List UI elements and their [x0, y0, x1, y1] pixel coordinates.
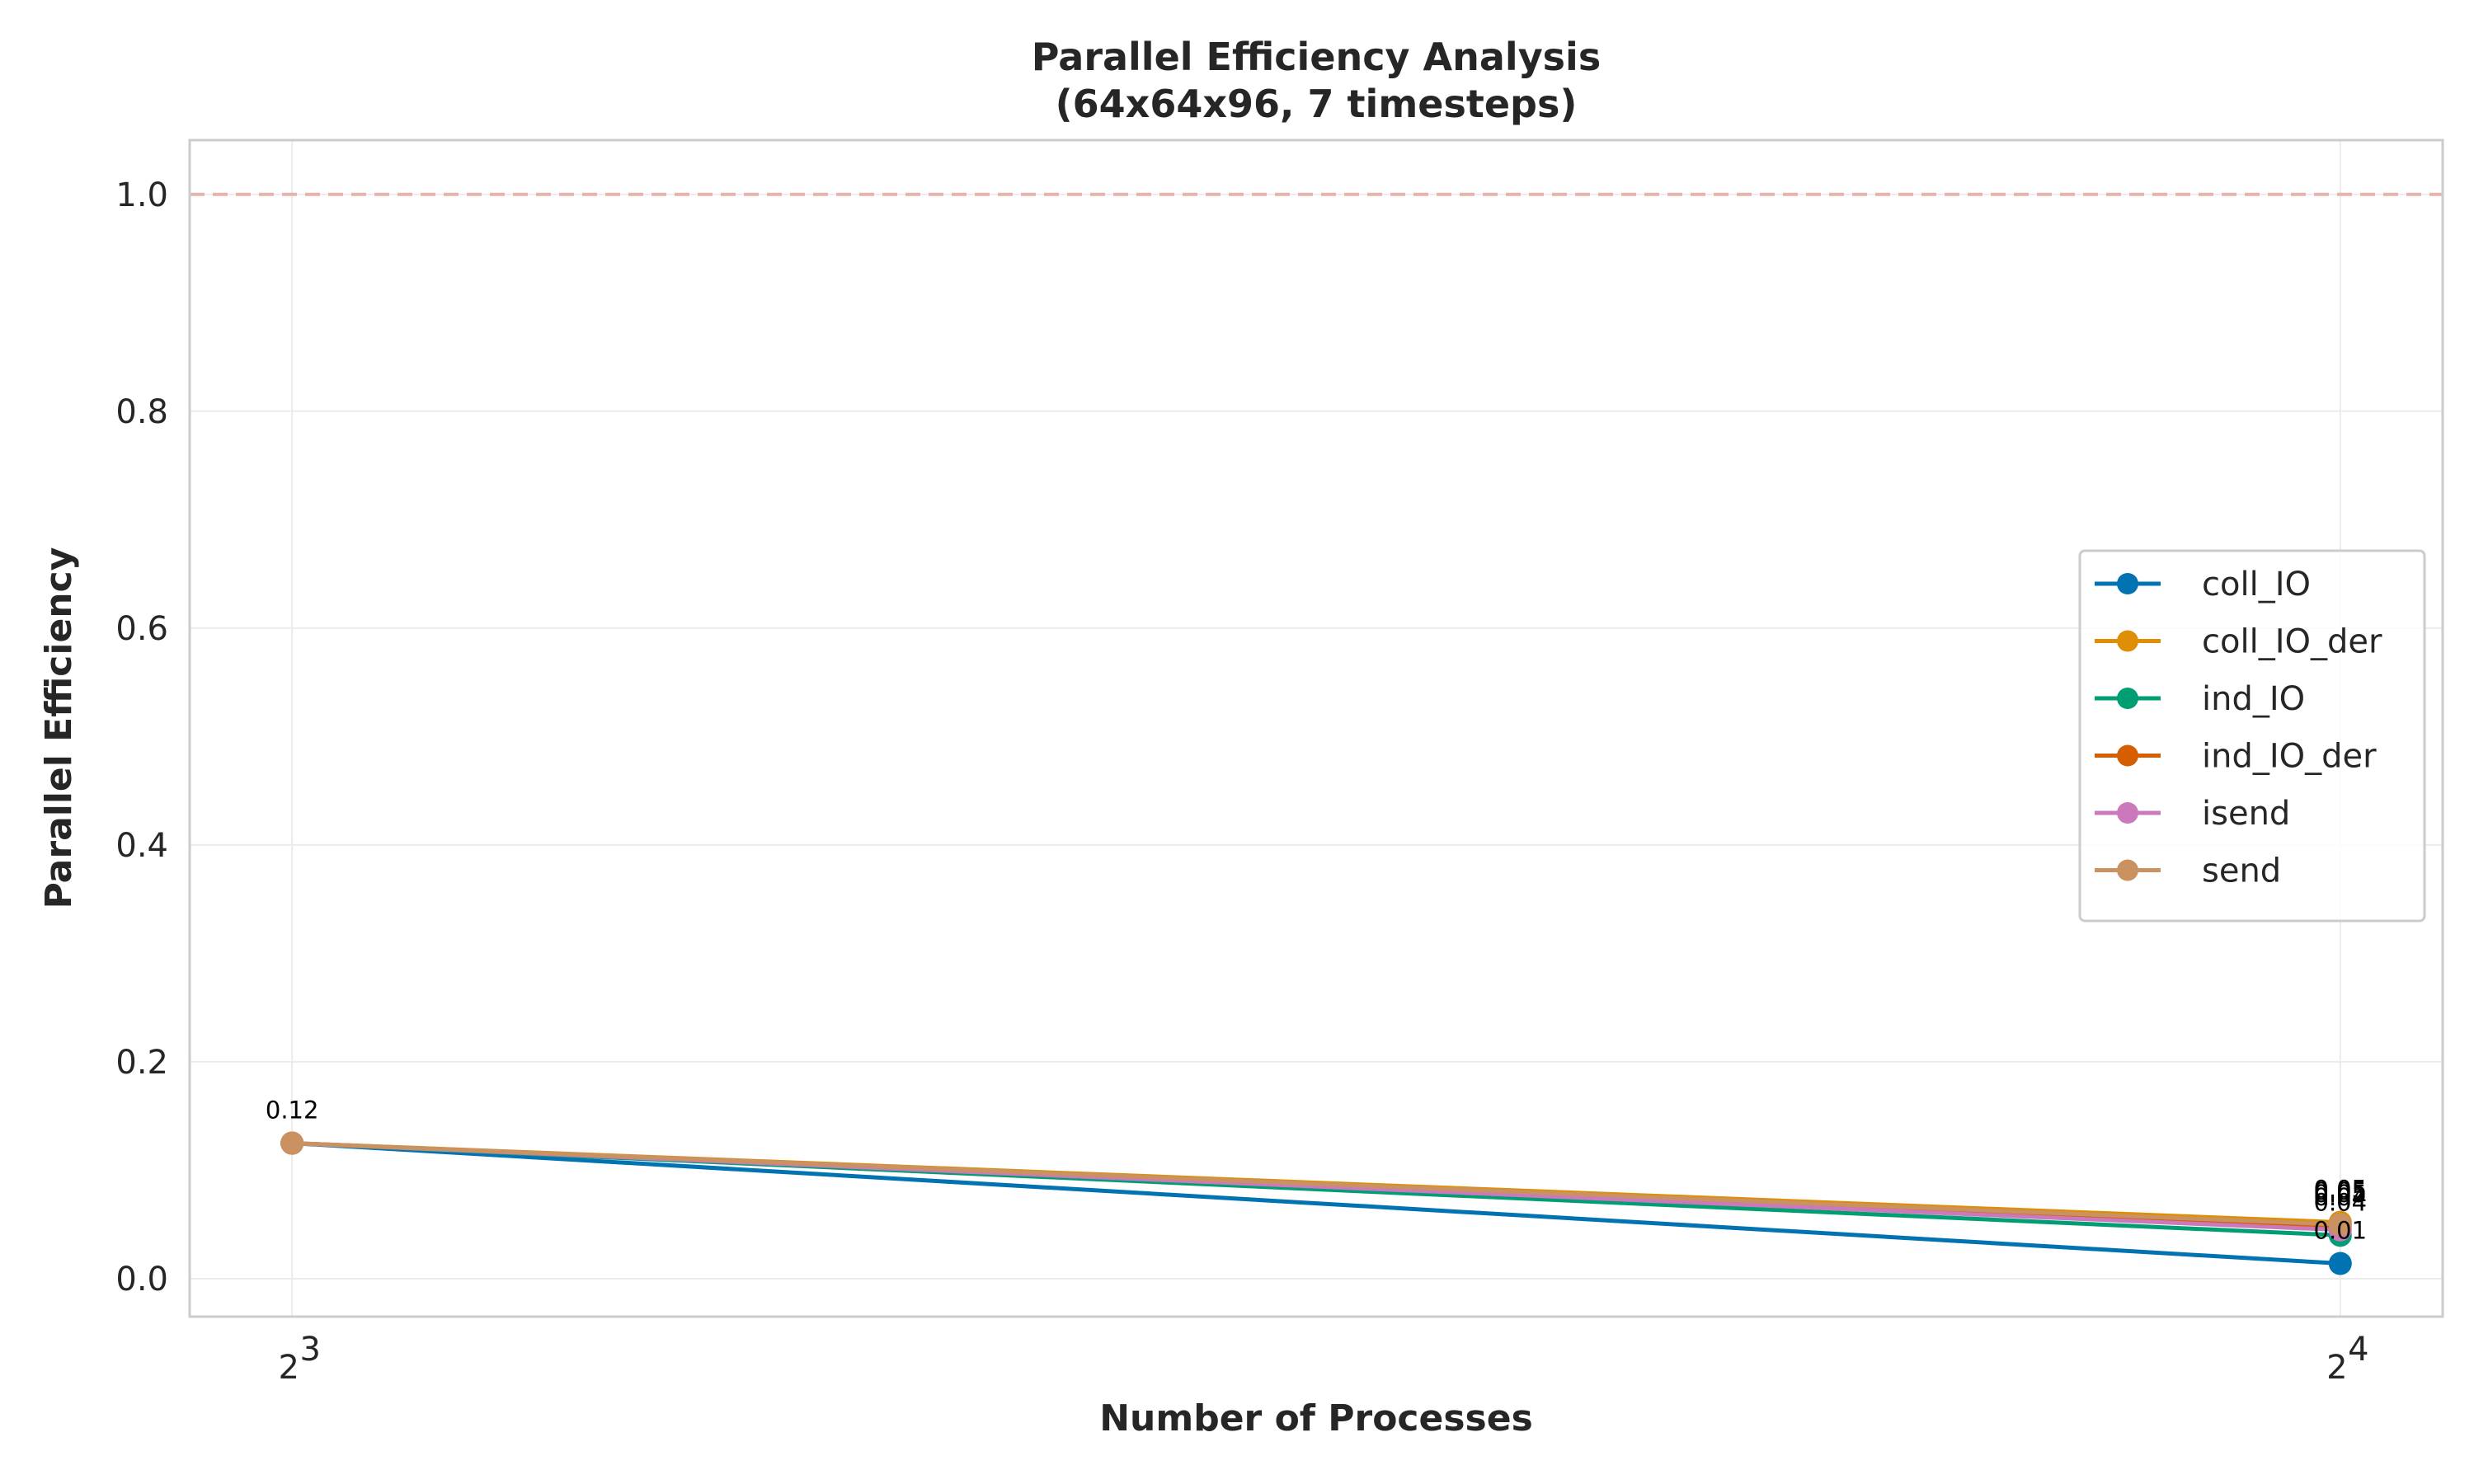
x-tick-exponent-1: 4: [2348, 1331, 2368, 1369]
y-tick-label-0: 0.0: [115, 1261, 168, 1298]
data-label-4: 0.04: [2314, 1183, 2368, 1211]
legend-item-isend: isend: [2095, 795, 2290, 833]
legend-swatch-marker: [2117, 630, 2138, 652]
legend-item-coll_IO: coll_IO: [2095, 566, 2311, 603]
series-line-coll_IO: [292, 1141, 2340, 1266]
data-label-5: 0.04: [2314, 1188, 2368, 1216]
point-coll_IO-1: [2328, 1252, 2352, 1275]
legend-label: ind_IO: [2202, 680, 2305, 718]
legend-item-coll_IO_der: coll_IO_der: [2095, 623, 2382, 661]
x-tick-base-1: 2: [2326, 1349, 2347, 1387]
point-send-1: [2328, 1213, 2352, 1237]
point-send-0: [280, 1131, 304, 1155]
x-axis-label: Number of Processes: [1099, 1397, 1533, 1439]
legend-item-send: send: [2095, 852, 2281, 890]
legend-label: send: [2202, 852, 2281, 890]
plot-frame: [188, 139, 2444, 1318]
data-label-3: 0.05: [2314, 1180, 2368, 1208]
legend-label: ind_IO_der: [2202, 738, 2377, 776]
x-tick-exponent-0: 3: [299, 1331, 320, 1369]
legend-swatch-marker: [2117, 573, 2138, 594]
legend-box: [2078, 549, 2426, 923]
legend-item-ind_IO: ind_IO: [2095, 680, 2305, 718]
data-label-2: 0.05: [2314, 1177, 2368, 1205]
series-line-send: [292, 1141, 2340, 1227]
y-tick-label-3: 0.6: [115, 610, 168, 648]
legend-label: coll_IO_der: [2202, 623, 2382, 661]
legend-swatch-marker: [2117, 859, 2138, 881]
data-label-0: 0.12: [266, 1097, 319, 1125]
legend-label: coll_IO: [2202, 566, 2311, 603]
legend-swatch-marker: [2117, 802, 2138, 824]
x-tick-base-0: 2: [278, 1349, 299, 1387]
data-label-6: 0.01: [2314, 1217, 2368, 1245]
y-axis-label: Parallel Efficiency: [38, 547, 80, 909]
legend-item-ind_IO_der: ind_IO_der: [2095, 738, 2377, 776]
legend-swatch-marker: [2117, 744, 2138, 767]
y-tick-label-4: 0.8: [115, 393, 168, 431]
data-label-1: 0.05: [2314, 1176, 2368, 1204]
legend-label: isend: [2202, 795, 2290, 833]
y-tick-label-2: 0.4: [115, 827, 168, 865]
y-tick-label-1: 0.2: [115, 1044, 168, 1082]
y-tick-label-5: 1.0: [115, 176, 168, 214]
legend-swatch-marker: [2117, 688, 2138, 709]
chart-title: Parallel Efficiency Analysis: [1032, 35, 1601, 79]
chart-subtitle: (64x64x96, 7 timesteps): [1056, 82, 1578, 126]
